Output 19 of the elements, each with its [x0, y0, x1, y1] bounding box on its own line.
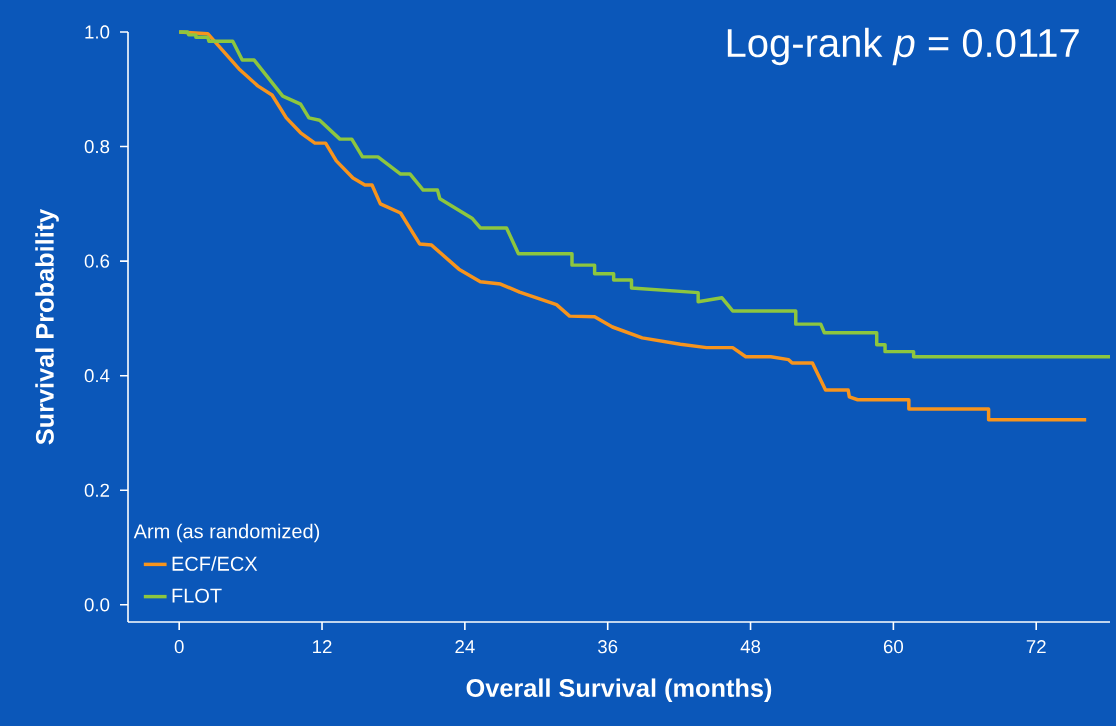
y-tick-label: 0.6	[84, 254, 110, 268]
x-tick-label: 72	[1026, 640, 1046, 654]
y-tick-label: 0.0	[84, 598, 110, 612]
x-tick-label: 48	[740, 640, 761, 654]
x-tick-label: 0	[174, 640, 184, 654]
legend-label: FLOT	[172, 588, 222, 603]
y-tick-label: 0.2	[84, 483, 110, 497]
y-axis-title: Survival Probability	[35, 208, 59, 445]
x-tick-label: 36	[598, 640, 618, 654]
y-tick-label: 0.8	[84, 139, 110, 154]
x-axis-title: Overall Survival (months)	[466, 678, 772, 703]
x-tick-label: 12	[313, 640, 332, 654]
y-tick-label: 0.4	[84, 369, 110, 383]
legend-title: Arm (as randomized)	[133, 523, 320, 543]
x-tick-label: 60	[883, 640, 904, 654]
legend-label: ECF/ECX	[172, 556, 258, 571]
annotation: Log-rank p = 0.0117	[727, 27, 1079, 66]
x-tick-label: 24	[455, 640, 475, 654]
y-tick-label: 1.0	[85, 25, 110, 39]
